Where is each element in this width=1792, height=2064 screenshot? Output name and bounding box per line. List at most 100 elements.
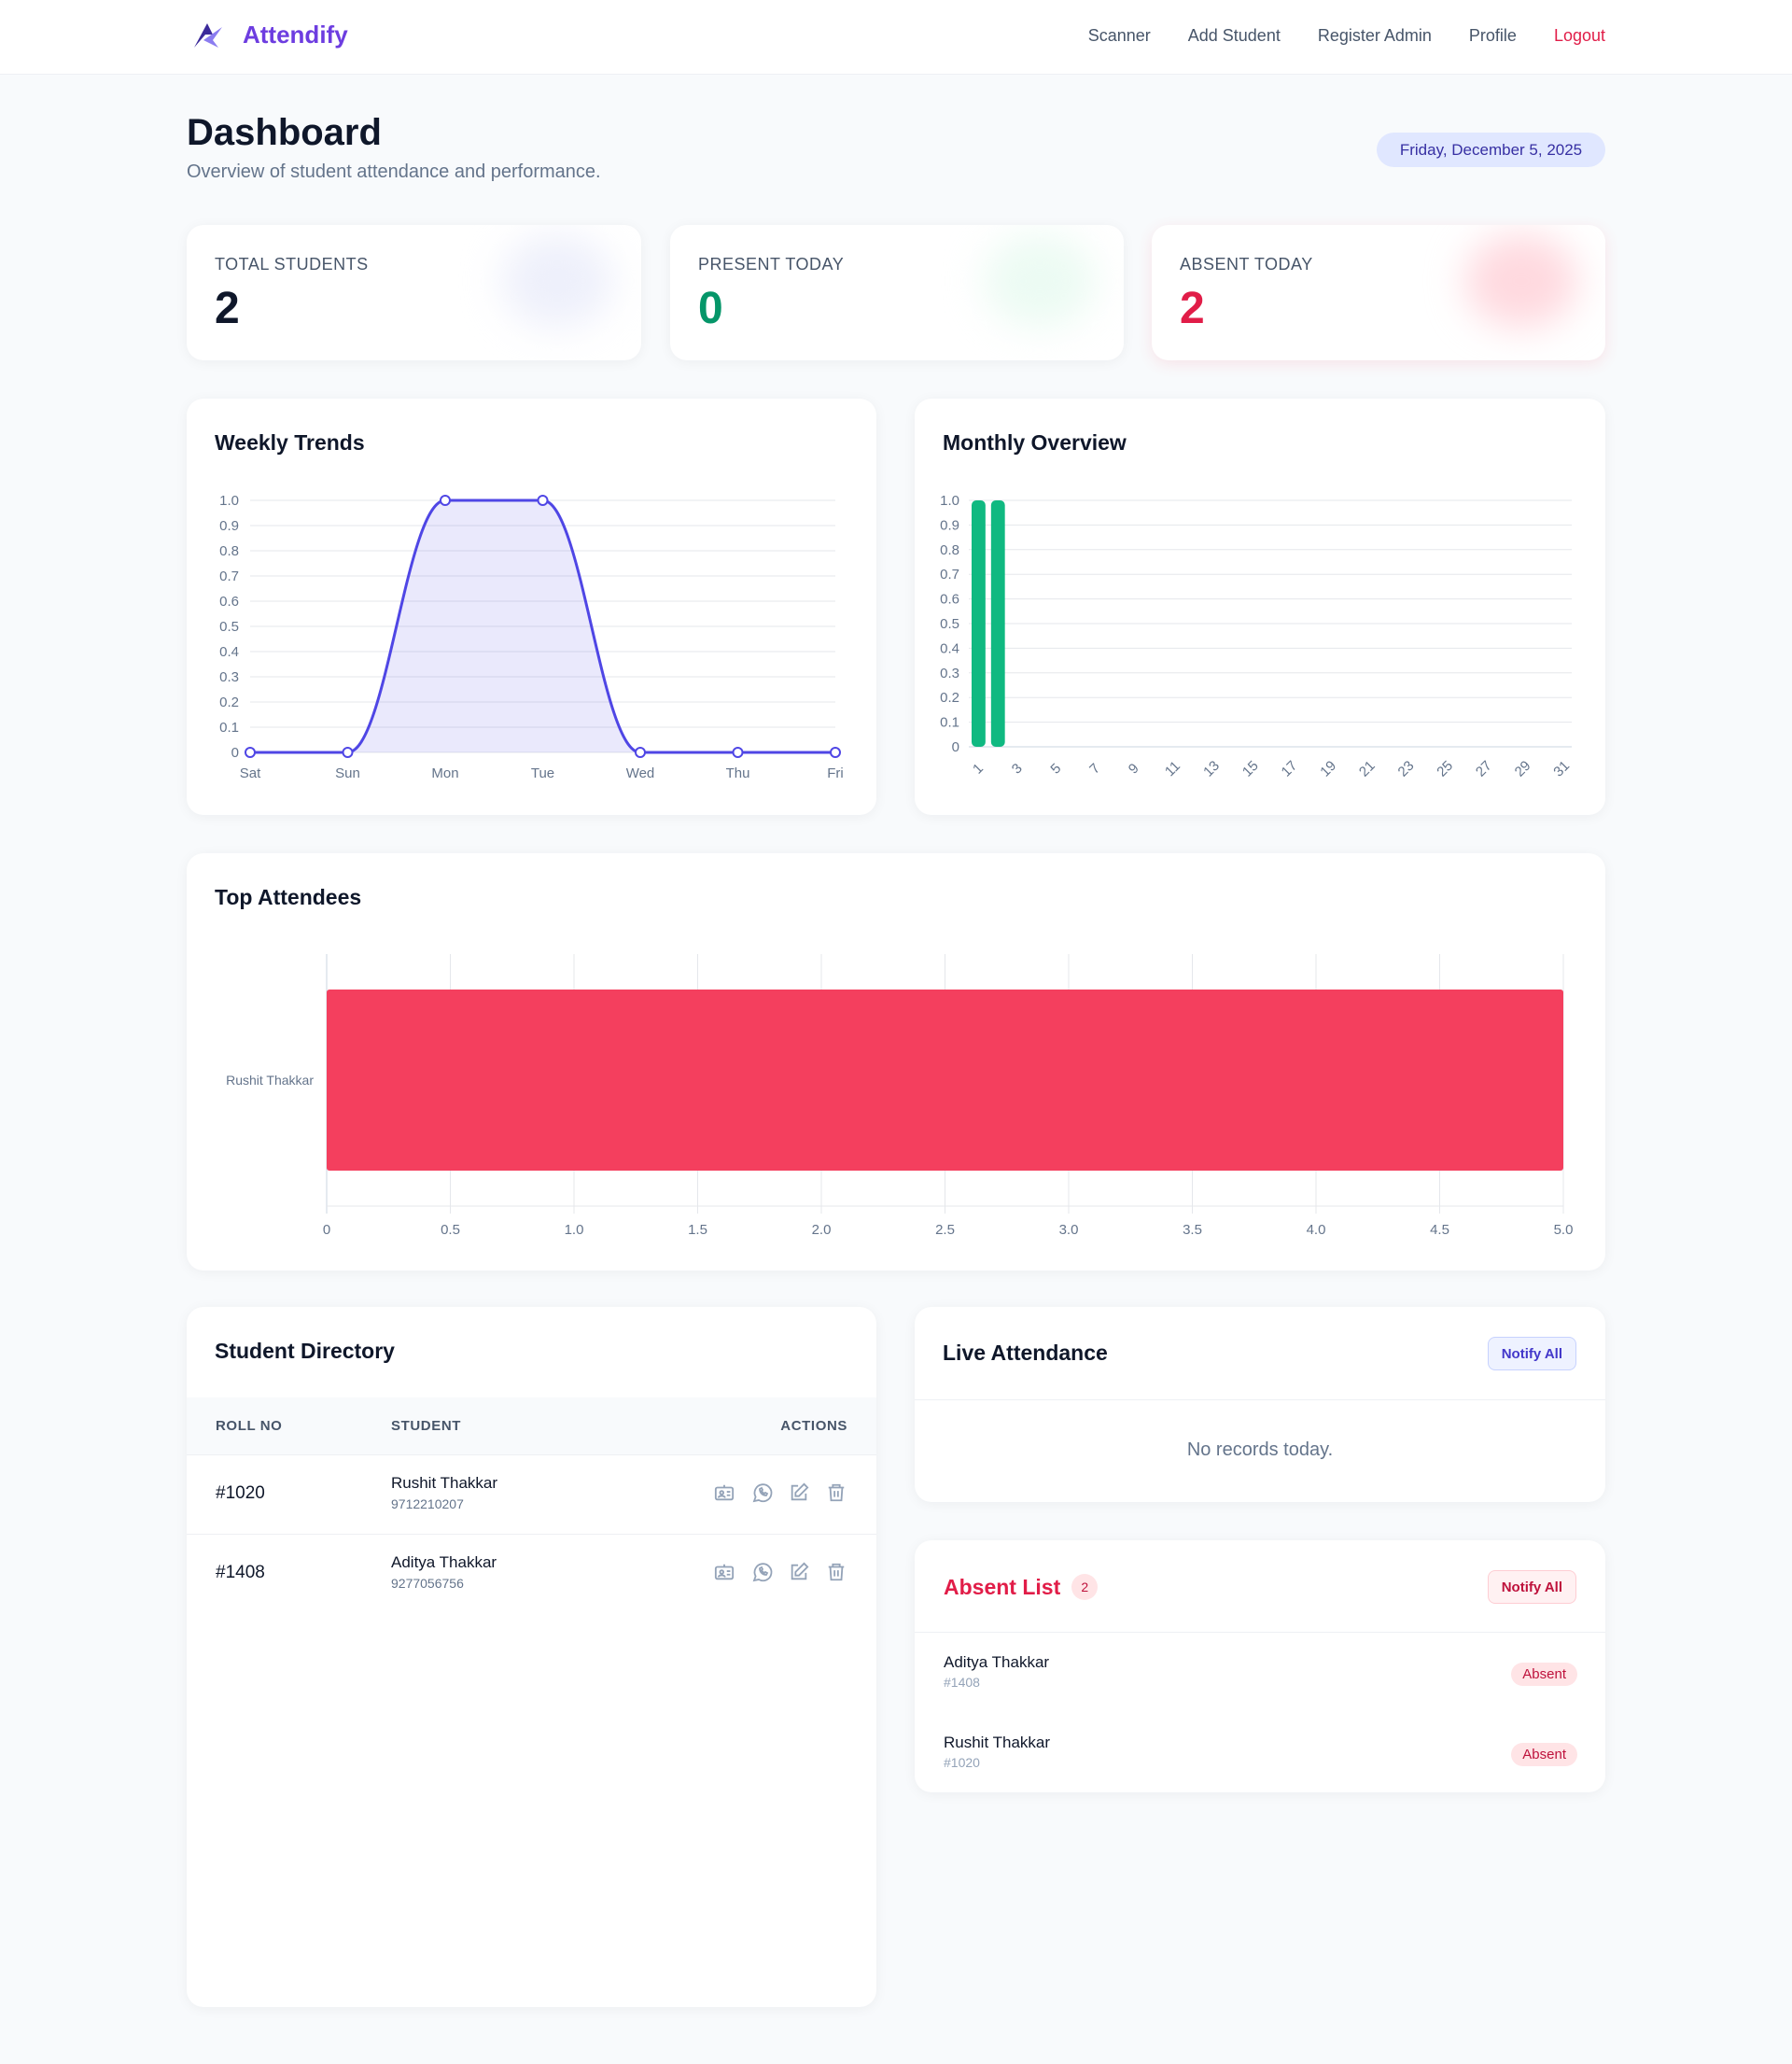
edit-icon [791,1562,809,1580]
x-tick-label: 3 [1009,761,1026,778]
x-tick-label: 29 [1512,758,1534,780]
absent-list-card: Absent List 2 Notify All Aditya Thakkar #… [915,1540,1605,1792]
student-phone: 9277056756 [391,1576,464,1591]
x-tick-label: 27 [1473,758,1495,780]
logo-icon [194,22,222,48]
x-tick-label: 2.0 [812,1222,832,1238]
bar [990,500,1005,747]
col-student: STUDENT [391,1418,462,1434]
y-tick-label: 1.0 [219,493,239,509]
absent-list-item: Rushit Thakkar #1020 Absent [915,1713,1605,1792]
absent-status-badge: Absent [1511,1743,1577,1766]
y-tick-label: 0.9 [219,518,239,534]
whatsapp-icon [752,1563,773,1582]
y-tick-label: 0.8 [219,543,239,559]
absent-student-roll: #1408 [944,1675,980,1690]
nav-register-admin[interactable]: Register Admin [1317,26,1432,45]
view-id-card-button[interactable] [714,1480,736,1506]
data-point [830,747,841,758]
x-tick-label: Tue [531,765,554,781]
x-tick-label: Sat [240,765,261,781]
x-tick-label: 0 [323,1222,330,1238]
y-tick-label: 0.9 [940,517,959,533]
x-tick-label: 25 [1434,758,1456,780]
y-tick-label: 0 [231,745,239,761]
x-tick-label: 31 [1550,758,1573,780]
live-attendance-card: Live Attendance Notify All No records to… [915,1307,1605,1502]
x-tick-label: Mon [431,765,458,781]
brand-logo[interactable]: Attendify [192,21,348,49]
y-tick-label: 0.6 [940,592,959,608]
date-badge: Friday, December 5, 2025 [1377,133,1605,167]
absent-list-item: Aditya Thakkar #1408 Absent [915,1633,1605,1713]
line-area-fill [250,500,835,752]
roll-no: #1408 [216,1563,265,1582]
delete-student-button[interactable] [826,1480,848,1506]
y-tick-label: 0.7 [219,569,239,584]
col-roll-no: ROLL NO [216,1418,283,1434]
data-point [732,747,744,758]
weekly-trends-card: Weekly Trends 0 0.1 0.2 0.3 0.4 0.5 0.6 0.7 0.8 0… [187,399,876,815]
view-id-card-button[interactable] [714,1559,736,1585]
stat-label: ABSENT TODAY [1180,255,1313,274]
id-card-icon [714,1564,735,1580]
monthly-overview-chart: 00.10.20.30.40.50.60.70.80.91.01 3 5 7 9 11 13… [940,493,1573,780]
x-tick-label: 13 [1200,758,1223,780]
y-tick-label: 0.8 [940,542,959,558]
table-header: ROLL NO STUDENT ACTIONS [187,1397,876,1454]
y-tick-label: 0.2 [219,695,239,710]
live-empty-message: No records today. [1186,1439,1334,1460]
delete-student-button[interactable] [826,1559,848,1585]
weekly-trends-chart: 0 0.1 0.2 0.3 0.4 0.5 0.6 0.7 0.8 0.9 1.0 Sat Sun Mon… [219,493,844,781]
top-attendees-card: Top Attendees 0 0.5 1.0 1.5 2.0 2.5 3.0 3.5 4.0 4… [187,853,1605,1271]
absent-count-badge: 2 [1071,1574,1099,1600]
bar [327,990,1563,1171]
y-tick-label: 0.3 [940,666,959,681]
x-tick-label: Wed [626,765,655,781]
y-tick-label: 0.4 [219,644,239,660]
nav-add-student[interactable]: Add Student [1187,26,1281,45]
x-tick-label: 7 [1086,761,1103,778]
x-tick-label: 3.0 [1059,1222,1079,1238]
edit-student-button[interactable] [789,1480,811,1506]
data-point [537,495,549,506]
y-tick-label: 1.0 [940,493,959,509]
x-tick-label: 1.0 [565,1222,584,1238]
whatsapp-button[interactable] [751,1559,774,1585]
x-tick-label: 0.5 [441,1222,460,1238]
y-tick-label: 0.5 [219,619,239,635]
student-phone: 9712210207 [391,1496,464,1511]
data-point [635,747,646,758]
page-subtitle: Overview of student attendance and perfo… [187,161,601,182]
id-card-icon [714,1484,735,1501]
stat-label: TOTAL STUDENTS [215,255,369,274]
x-tick-label: 4.5 [1430,1222,1449,1238]
live-notify-all-button[interactable]: Notify All [1487,1337,1576,1370]
y-tick-label: 0.3 [219,669,239,685]
x-tick-label: 11 [1162,758,1183,779]
x-tick-label: 17 [1279,758,1301,780]
student-directory-card: Student Directory ROLL NO STUDENT ACTION… [187,1307,876,2007]
absent-notify-all-button[interactable]: Notify All [1487,1570,1576,1604]
monthly-overview-card: Monthly Overview 0 0.1 0.2 0.3 0.4 0.5 0.6 0.7 0… [915,399,1605,815]
stat-value: 2 [1180,284,1205,333]
student-directory-title: Student Directory [215,1339,395,1363]
data-point [440,495,451,506]
student-name: Rushit Thakkar [391,1474,498,1492]
x-tick-label: 2.5 [935,1222,955,1238]
y-tick-label: 0.1 [219,720,239,736]
edit-student-button[interactable] [789,1559,811,1585]
data-point [245,747,256,758]
table-row: #1408 Aditya Thakkar 9277056756 [187,1534,876,1613]
nav-profile[interactable]: Profile [1468,26,1517,45]
nav-logout[interactable]: Logout [1553,26,1605,45]
whatsapp-button[interactable] [751,1480,774,1506]
nav-scanner[interactable]: Scanner [1087,26,1151,45]
y-tick-label: 0 [952,739,959,755]
x-tick-label: Sun [335,765,360,781]
x-tick-label: Fri [827,765,844,781]
absent-list-title: Absent List [944,1574,1061,1599]
x-tick-label: 4.0 [1307,1222,1326,1238]
stat-present-today: PRESENT TODAY 0 [670,225,1124,360]
table-row: #1020 Rushit Thakkar 9712210207 [187,1454,876,1534]
